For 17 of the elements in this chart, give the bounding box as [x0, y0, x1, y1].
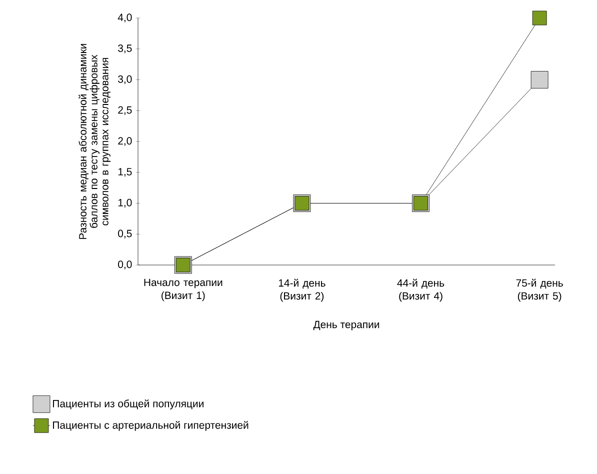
- x-tick-label: Начало терапии (Визит 1): [144, 278, 222, 302]
- y-tick-label: 1,0: [118, 198, 132, 208]
- x-tick-label: 14-й день (Визит 2): [278, 278, 326, 302]
- y-tick-label: 2,5: [118, 106, 132, 115]
- y-tick-label: 4,0: [118, 14, 132, 22]
- x-axis-title: День терапии: [313, 320, 380, 330]
- y-tick-label: 3,0: [118, 75, 132, 84]
- y-tick-label: 2,0: [118, 137, 132, 146]
- y-axis-title: Разность медиан абсолютной динамики баллов по тесту замены цифровых символов в группах исследования: [78, 44, 110, 239]
- legend-label: Пациенты из общей популяции: [53, 399, 204, 410]
- y-tick-label: 0,0: [118, 260, 132, 270]
- y-tick-label: 0,5: [118, 230, 132, 238]
- y-tick-label: 3,5: [118, 44, 132, 54]
- y-tick-label: 1,5: [118, 168, 132, 177]
- legend-label: Пациенты с артериальной гипертензией: [53, 420, 248, 431]
- x-tick-label: 44-й день (Визит 4): [397, 278, 444, 302]
- x-tick-label: 75-й день (Визит 5): [516, 278, 563, 302]
